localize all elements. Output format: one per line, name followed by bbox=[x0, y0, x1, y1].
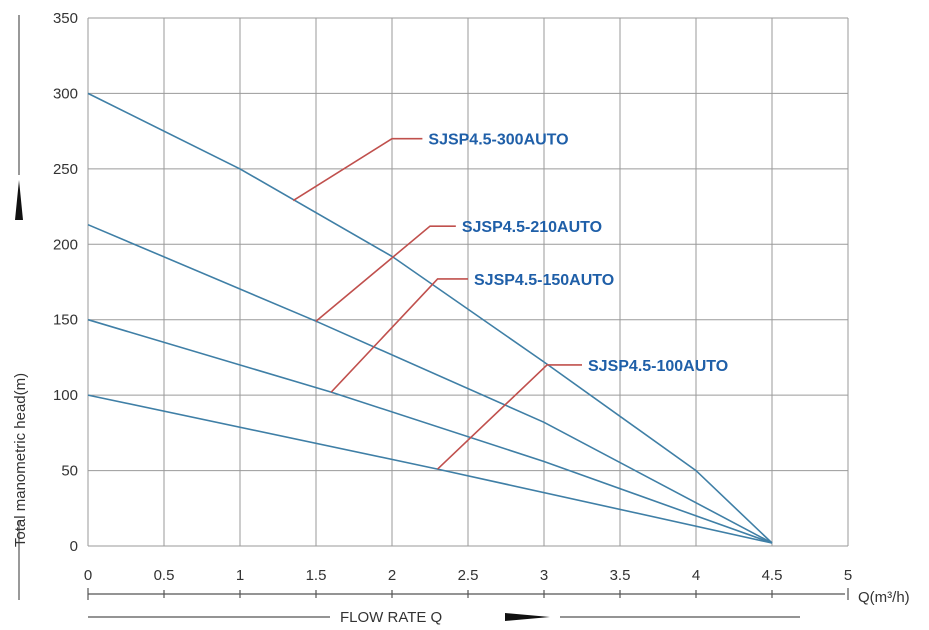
x-tick-label: 0.5 bbox=[154, 567, 175, 584]
annotation-leaders bbox=[292, 137, 582, 470]
x-tick-label: 5 bbox=[844, 567, 852, 584]
annotation-leader-line bbox=[330, 278, 468, 393]
y-axis-label: Total manometric head(m) bbox=[12, 373, 29, 547]
y-axis-title-group: Total manometric head(m) bbox=[12, 15, 29, 600]
x-tick-label: 4 bbox=[692, 567, 700, 584]
x-tick-label: 2 bbox=[388, 567, 396, 584]
x-tick-label: 2.5 bbox=[458, 567, 479, 584]
y-tick-label: 0 bbox=[70, 538, 78, 555]
y-tick-label: 300 bbox=[53, 85, 78, 102]
annotation-leader-line bbox=[437, 364, 582, 470]
y-tick-label: 200 bbox=[53, 236, 78, 253]
annotation-leader-line bbox=[315, 225, 456, 322]
series-line-sjsp4-5-100auto bbox=[87, 394, 773, 544]
x-tick-label: 1 bbox=[236, 567, 244, 584]
x-axis-title-group: FLOW RATE Q bbox=[88, 609, 800, 626]
series-curves bbox=[87, 92, 773, 544]
series-label: SJSP4.5-300AUTO bbox=[428, 132, 568, 149]
x-axis-scale-bar bbox=[87, 588, 849, 600]
y-axis-arrow-icon bbox=[15, 180, 23, 220]
x-tick-labels: 0 0.5 1 1.5 2 2.5 3 3.5 4 4.5 5 bbox=[84, 567, 852, 584]
series-label: SJSP4.5-150AUTO bbox=[474, 272, 614, 289]
x-scale-bar-ticks bbox=[87, 588, 849, 600]
series-labels: SJSP4.5-300AUTO SJSP4.5-210AUTO SJSP4.5-15… bbox=[428, 132, 728, 375]
grid bbox=[87, 17, 849, 547]
series-label: SJSP4.5-210AUTO bbox=[462, 219, 602, 236]
y-tick-label: 250 bbox=[53, 161, 78, 178]
x-tick-label: 4.5 bbox=[762, 567, 783, 584]
x-tick-label: 1.5 bbox=[306, 567, 327, 584]
x-tick-label: 3 bbox=[540, 567, 548, 584]
x-axis-unit-label: Q(m³/h) bbox=[858, 589, 910, 606]
x-tick-label: 3.5 bbox=[610, 567, 631, 584]
y-tick-labels: 0 50 100 150 200 250 300 350 bbox=[53, 10, 78, 555]
x-tick-label: 0 bbox=[84, 567, 92, 584]
x-axis-label: FLOW RATE Q bbox=[340, 609, 442, 626]
y-tick-label: 350 bbox=[53, 10, 78, 27]
series-line-sjsp4-5-300auto bbox=[87, 92, 773, 544]
y-tick-label: 50 bbox=[61, 463, 78, 480]
series-line-sjsp4-5-150auto bbox=[87, 318, 773, 544]
annotation-leader-line bbox=[292, 137, 423, 202]
x-axis-arrow-icon bbox=[505, 613, 550, 621]
series-label: SJSP4.5-100AUTO bbox=[588, 358, 728, 375]
series-line-sjsp4-5-210auto bbox=[87, 223, 773, 544]
y-tick-label: 150 bbox=[53, 312, 78, 329]
y-tick-label: 100 bbox=[53, 387, 78, 404]
